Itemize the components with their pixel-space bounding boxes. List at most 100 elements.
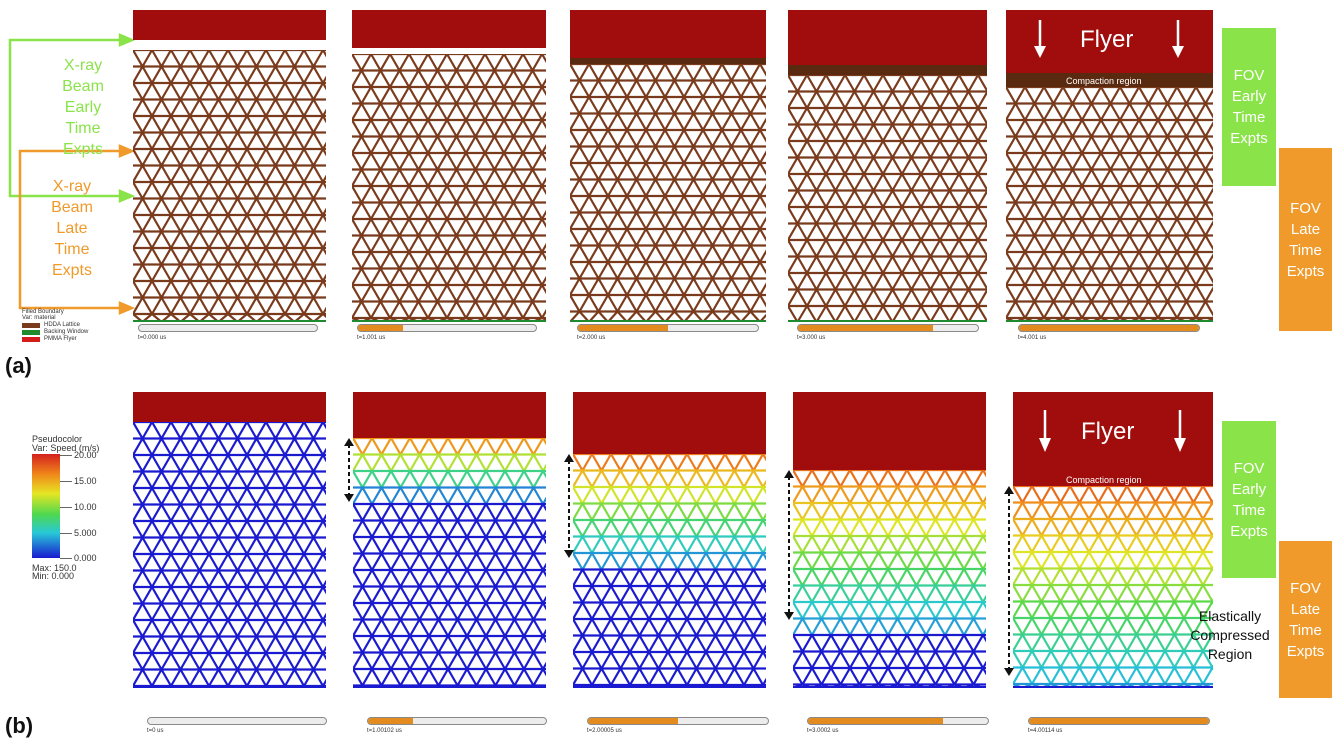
lattice-row [570, 244, 766, 263]
fov-line: FOV [1290, 199, 1321, 217]
lattice-row [133, 230, 326, 249]
lattice-row [133, 98, 326, 117]
lattice-row [1013, 666, 1213, 685]
lattice-row [788, 139, 987, 159]
flyer [352, 10, 546, 48]
lattice-row [788, 288, 987, 307]
lattice-row [573, 518, 766, 538]
lattice-row [352, 168, 546, 187]
lattice-row [353, 486, 546, 505]
lattice-row [352, 54, 546, 72]
lattice-row [1006, 234, 1213, 253]
legend-a-title: Filled Boundary [22, 309, 64, 315]
progress-fill [798, 325, 933, 331]
lattice-row [353, 667, 546, 687]
legend-a-swatch [22, 323, 40, 328]
late-beam-text: X-ray Beam Late Time Expts [27, 176, 117, 281]
fov-line: Expts [1230, 130, 1268, 147]
early-beam-line: Early [64, 99, 102, 116]
lattice-row [793, 485, 986, 504]
compaction-band [1006, 73, 1213, 87]
fov-late-a: FOV Late Time Expts [1279, 148, 1332, 331]
flyer-label: Flyer [1081, 418, 1135, 445]
lattice-row [793, 650, 986, 669]
lattice-row [133, 618, 326, 638]
lattice-row [1013, 583, 1213, 603]
lattice-row [573, 485, 766, 505]
fov-line: Time [1232, 501, 1266, 519]
lattice-row [133, 50, 326, 68]
flyer [570, 10, 766, 58]
lattice [352, 54, 546, 322]
down-arrow-icon [1172, 20, 1184, 58]
colorbar [32, 454, 60, 558]
lattice-row [793, 600, 986, 620]
time-progress-bar [807, 717, 989, 725]
early-beam-line: Time [65, 120, 101, 137]
lattice-row [1006, 168, 1213, 187]
lattice-row [1013, 550, 1213, 570]
lattice-row [133, 246, 326, 266]
lattice-row [1006, 151, 1213, 171]
colorbar-tick: 10.00 [74, 502, 97, 512]
lattice-row [1013, 501, 1213, 520]
lattice-row [788, 156, 987, 175]
panel-label-a: (a) [5, 353, 32, 378]
colorbar-tick-mark [60, 533, 72, 534]
lattice-row [1006, 118, 1213, 138]
time-progress-bar [357, 324, 537, 332]
lattice-row [353, 568, 546, 588]
lattice-row [573, 617, 766, 637]
time-label: t=1.00102 us [367, 728, 402, 734]
time-progress-bar [147, 717, 327, 725]
lattice-row [1013, 600, 1213, 619]
legend-b-max: Max: 150.0 [32, 563, 77, 573]
lattice-row [133, 569, 326, 588]
double-arrow-icon [344, 438, 354, 502]
legend-a-item-label: HDDA Lattice [44, 322, 81, 328]
lattice-row [573, 667, 766, 686]
colorbar-tick-mark [60, 507, 72, 508]
legend-a-swatch [22, 330, 40, 335]
flyer [573, 392, 766, 454]
double-arrow-icon [564, 454, 574, 558]
lattice-row [352, 184, 546, 204]
lattice-row [788, 205, 987, 225]
fov-line: Early [1231, 480, 1267, 498]
late-beam-line: Beam [51, 199, 93, 216]
early-beam-line: X-ray [63, 57, 103, 74]
fov-line: Expts [1286, 262, 1325, 280]
legend-a-item-label: PMMA Flyer [44, 336, 77, 342]
lattice [793, 470, 986, 688]
lattice-row [788, 123, 987, 142]
lattice-row [133, 668, 326, 687]
lattice-row [352, 135, 546, 154]
fov-line: Expts [1230, 522, 1268, 540]
lattice-row [788, 172, 987, 192]
progress-fill [358, 325, 403, 331]
lattice [133, 422, 326, 688]
lattice-row [133, 114, 326, 134]
lattice-row [793, 617, 986, 636]
colorbar-tick: 5.000 [74, 528, 97, 538]
flyer-label: Flyer [1080, 26, 1134, 53]
lattice-row [353, 552, 546, 571]
colorbar-tick-mark [60, 455, 72, 456]
legend-a-var: Var: material [22, 315, 56, 321]
lattice-row [570, 227, 766, 247]
legend-b-title: Pseudocolor [32, 434, 83, 444]
colorbar-tick-mark [60, 558, 72, 559]
lattice-row [1013, 633, 1213, 652]
lattice-row [573, 584, 766, 604]
time-progress-bar [367, 717, 547, 725]
time-label: t=0 us [147, 728, 164, 734]
lattice-row [573, 650, 766, 670]
lattice-row [133, 486, 326, 506]
lattice-row [793, 633, 986, 653]
lattice-row [570, 161, 766, 181]
time-label: t=3.0002 us [807, 728, 839, 734]
fov-line: Time [1232, 109, 1266, 126]
double-arrow-icon [1004, 486, 1014, 676]
flyer [793, 392, 986, 470]
lattice-row [353, 618, 546, 637]
